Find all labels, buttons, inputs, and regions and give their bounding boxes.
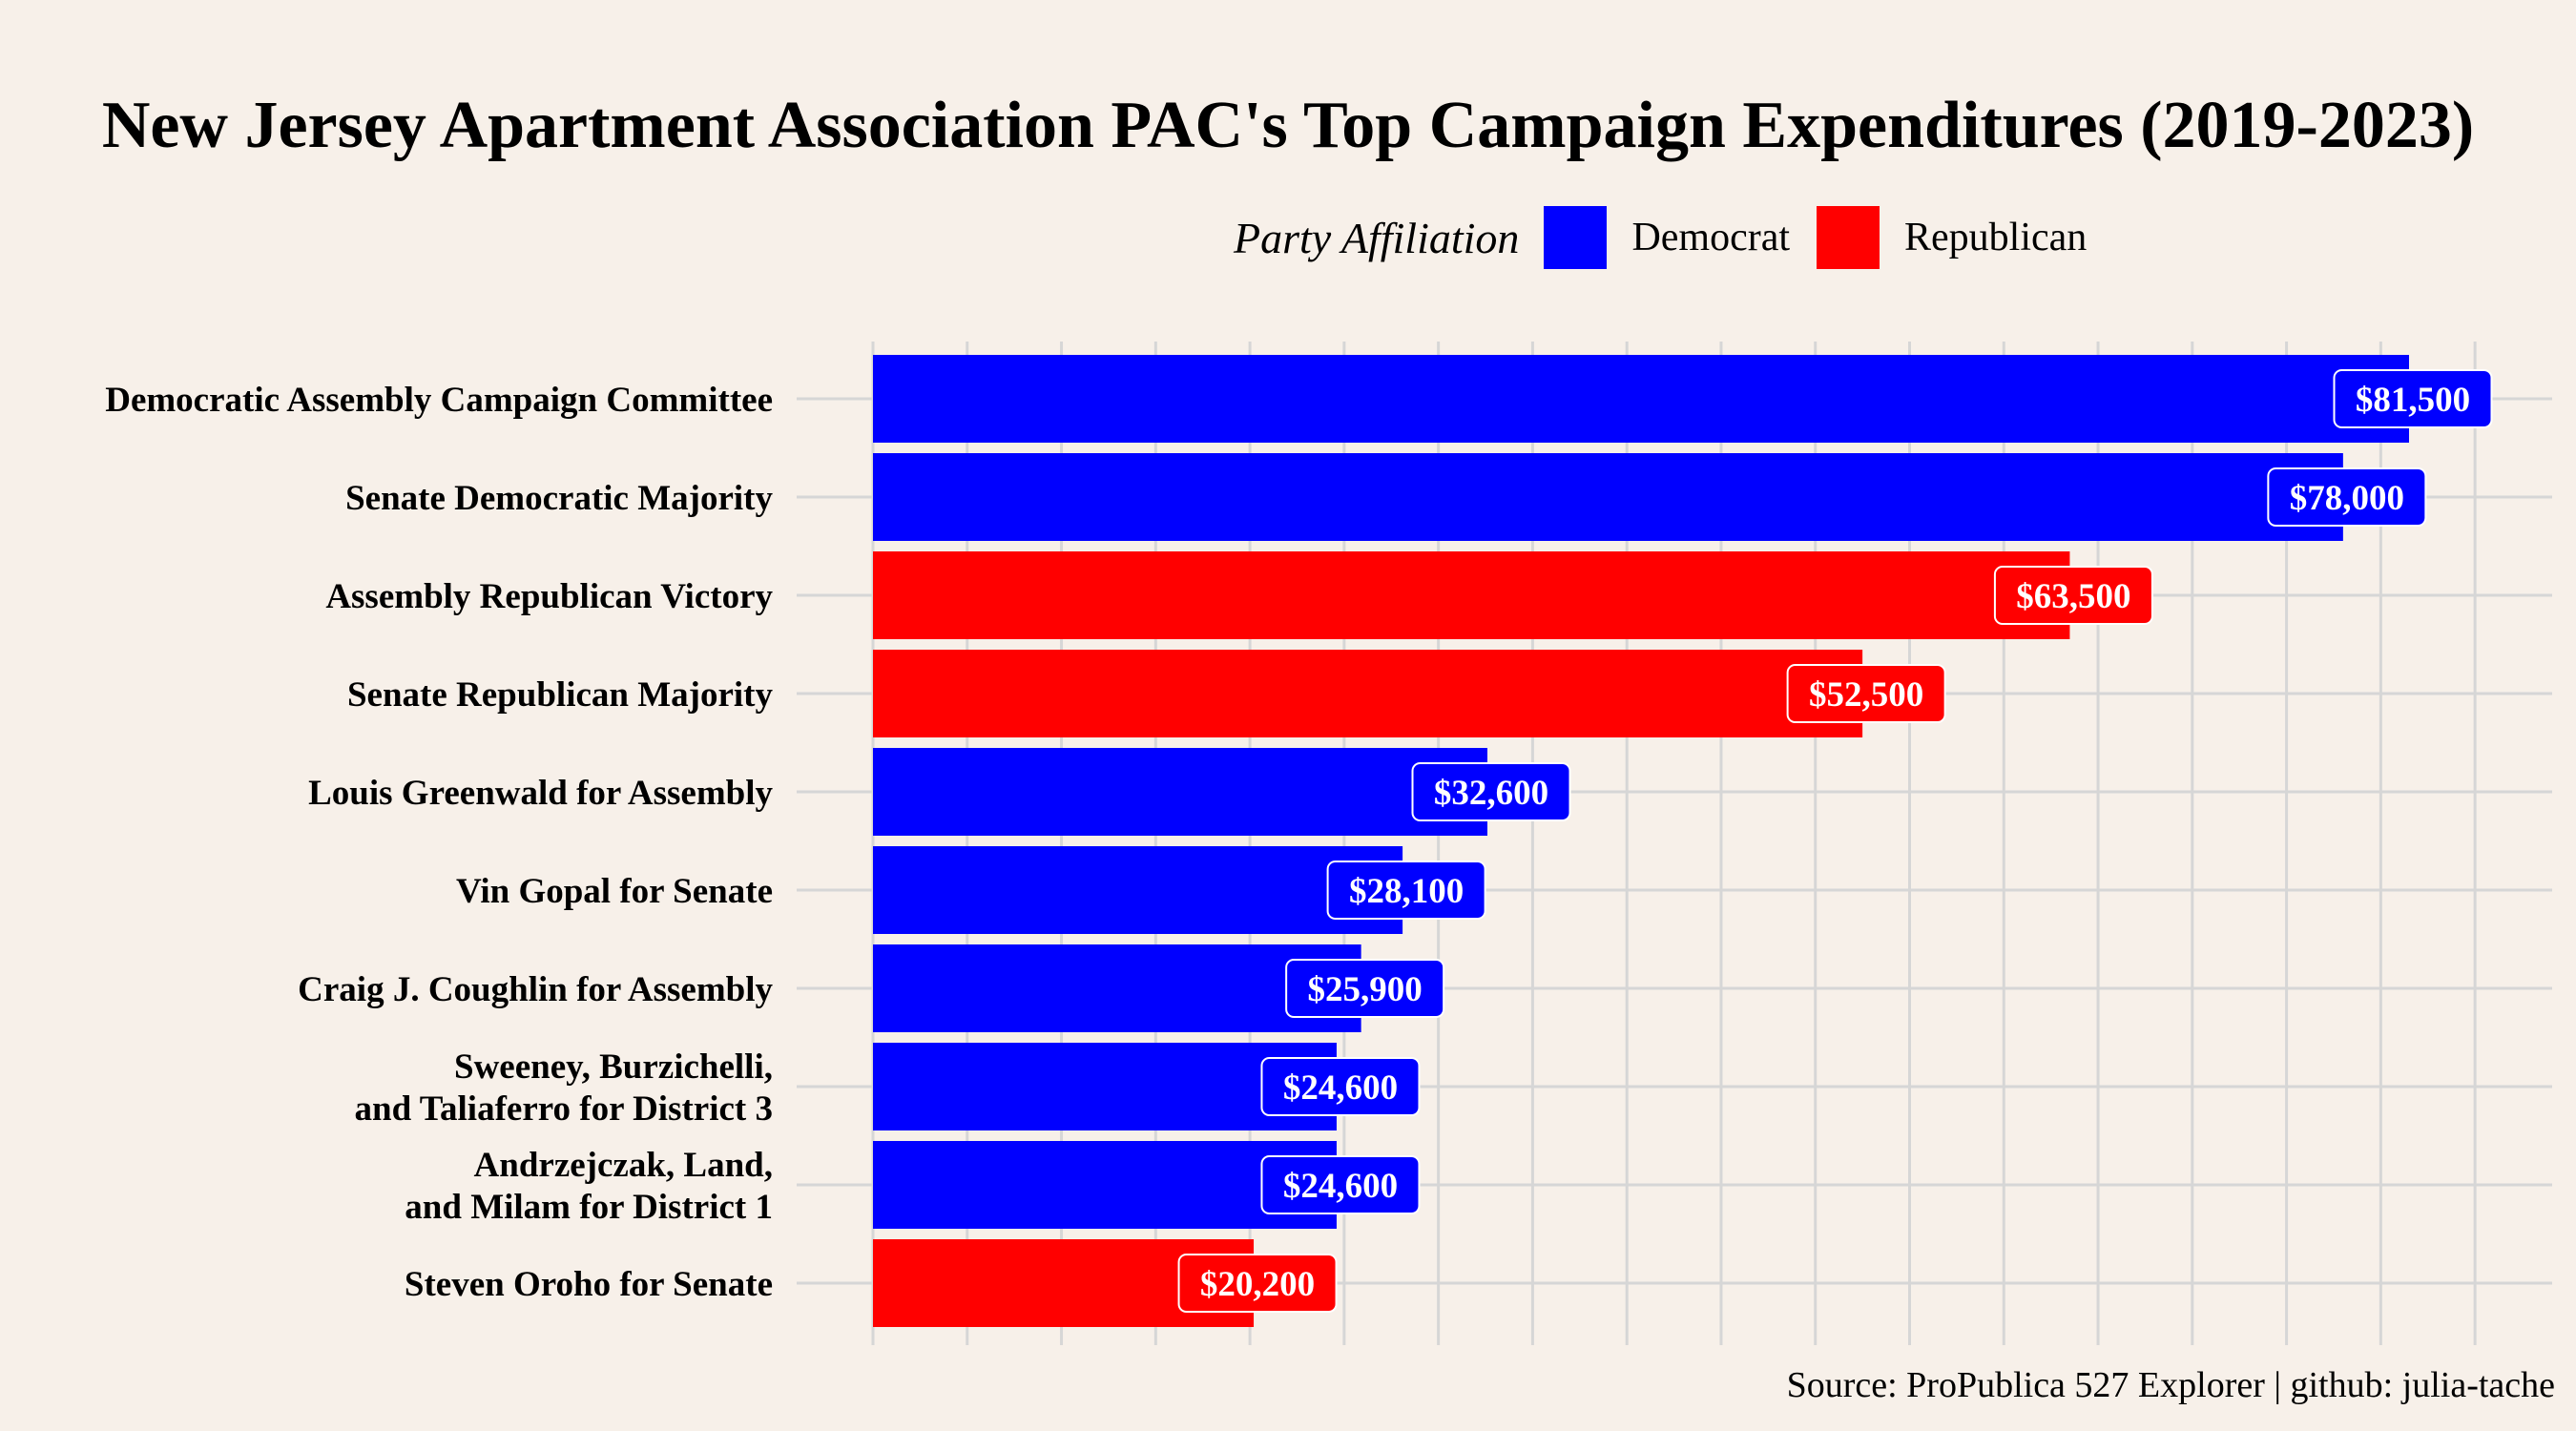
legend-swatch-democrat	[1544, 206, 1608, 269]
category-label: Senate Republican Majority	[347, 675, 774, 715]
value-label-box	[1786, 664, 1946, 723]
source-caption: Source: ProPublica 527 Explorer | github…	[1786, 1365, 2555, 1405]
category-label: Craig J. Coughlin for Assembly	[298, 970, 773, 1009]
value-label-box	[1285, 959, 1445, 1018]
value-label-box	[1260, 1155, 1421, 1214]
legend-title: Party Affiliation	[1234, 213, 1520, 262]
bar-5	[873, 748, 1487, 836]
value-label: $32,600	[1434, 774, 1548, 813]
bar-6	[873, 846, 1403, 934]
value-label: $81,500	[2356, 381, 2470, 420]
value-label-box	[1177, 1254, 1338, 1313]
legend-label-democrat: Democrat	[1631, 216, 1791, 259]
value-label: $20,200	[1200, 1265, 1315, 1304]
value-label-box	[1260, 1057, 1421, 1116]
value-label-box	[1326, 861, 1486, 920]
bar-1	[873, 355, 2409, 443]
bar-4	[873, 650, 1863, 737]
bar-3	[873, 551, 2070, 639]
category-label: Assembly Republican Victory	[325, 577, 773, 616]
legend: Party Affiliation Democrat Republican	[1234, 204, 2113, 271]
bar-9	[873, 1141, 1337, 1229]
value-label-box	[1411, 762, 1571, 821]
value-label: $63,500	[2016, 577, 2130, 616]
value-label-box	[2333, 369, 2493, 428]
value-label: $24,600	[1283, 1068, 1398, 1108]
category-label: Democratic Assembly Campaign Committee	[105, 381, 773, 420]
value-label: $78,000	[2290, 479, 2404, 518]
legend-label-republican: Republican	[1904, 216, 2088, 259]
chart-title: New Jersey Apartment Association PAC's T…	[101, 89, 2475, 162]
legend-swatch-republican	[1817, 206, 1880, 269]
category-label: Louis Greenwald for Assembly	[308, 774, 773, 813]
category-label: Andrzejczak, Land, and Milam for District…	[405, 1146, 773, 1227]
category-label: Steven Oroho for Senate	[405, 1265, 773, 1304]
category-label: Sweeney, Burzichelli, and Taliaferro for …	[355, 1047, 774, 1129]
value-label-box	[2267, 467, 2427, 527]
bar-2	[873, 453, 2343, 541]
bar-7	[873, 944, 1361, 1032]
bar-8	[873, 1043, 1337, 1130]
value-label-box	[1993, 566, 2153, 625]
value-label: $24,600	[1283, 1167, 1398, 1206]
category-label: Vin Gopal for Senate	[456, 872, 773, 911]
value-label: $28,100	[1349, 872, 1464, 911]
category-label: Senate Democratic Majority	[345, 479, 773, 518]
value-label: $25,900	[1308, 970, 1423, 1009]
value-label: $52,500	[1809, 675, 1923, 715]
